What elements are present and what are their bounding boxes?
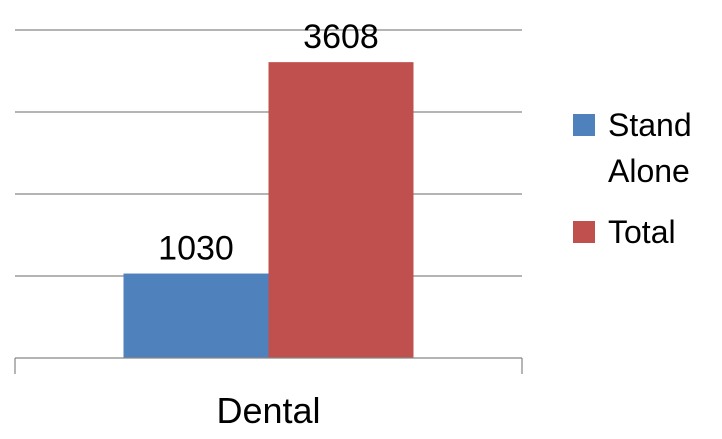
legend-label: Stand xyxy=(608,107,692,143)
legend: Stand Alone Total xyxy=(573,107,692,250)
data-label: 1030 xyxy=(158,230,234,268)
data-labels: 1030 3608 xyxy=(158,18,379,267)
legend-label: Total xyxy=(608,214,676,250)
legend-label: Alone xyxy=(608,153,690,189)
x-tick-label: Dental xyxy=(216,390,320,431)
bar xyxy=(123,273,269,358)
legend-swatch xyxy=(573,114,595,136)
x-axis: Dental xyxy=(14,357,523,431)
bar-series xyxy=(123,62,414,358)
legend-swatch xyxy=(573,221,595,243)
legend-entry: Total xyxy=(573,214,676,250)
data-label: 3608 xyxy=(303,18,379,56)
legend-entry: Stand Alone xyxy=(573,107,692,189)
bar xyxy=(268,62,414,358)
